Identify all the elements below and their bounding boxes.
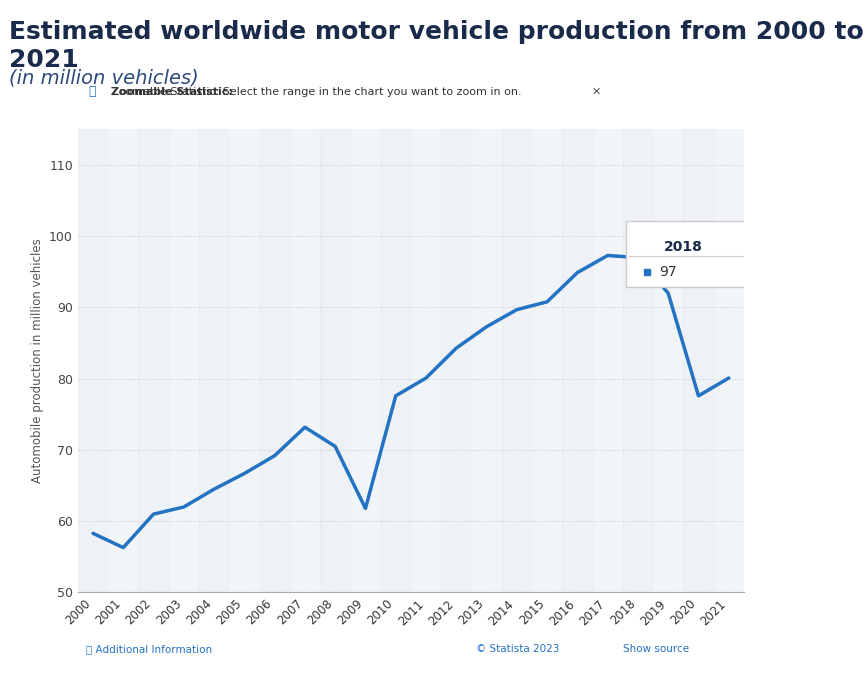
Text: ⤢: ⤢	[89, 85, 96, 99]
Bar	[562, 129, 593, 592]
Text: 2018: 2018	[664, 240, 702, 254]
Bar	[320, 129, 350, 592]
Bar	[290, 129, 320, 592]
Bar	[441, 129, 471, 592]
Text: Zoomable Statistic:: Zoomable Statistic:	[111, 87, 233, 97]
Bar	[138, 129, 169, 592]
Bar	[532, 129, 562, 592]
Bar	[683, 129, 714, 592]
Bar	[229, 129, 260, 592]
Bar	[411, 129, 441, 592]
Text: (in million vehicles): (in million vehicles)	[9, 68, 198, 87]
Text: Zoomable Statistic: Select the range in the chart you want to zoom in on.: Zoomable Statistic: Select the range in …	[111, 87, 522, 97]
Bar	[381, 129, 411, 592]
Bar	[108, 129, 138, 592]
Bar	[260, 129, 290, 592]
Bar	[350, 129, 381, 592]
FancyBboxPatch shape	[626, 221, 747, 287]
Text: Estimated worldwide motor vehicle production from 2000 to 2021: Estimated worldwide motor vehicle produc…	[9, 20, 863, 72]
Text: 🛈 Additional Information: 🛈 Additional Information	[86, 644, 213, 654]
Bar	[593, 129, 623, 592]
Bar	[199, 129, 229, 592]
Bar	[502, 129, 532, 592]
Bar	[471, 129, 502, 592]
Bar	[169, 129, 199, 592]
Bar	[653, 129, 683, 592]
Text: 97: 97	[659, 265, 676, 279]
Text: © Statista 2023: © Statista 2023	[476, 644, 559, 654]
Text: ✕: ✕	[592, 87, 601, 97]
Text: Show source: Show source	[623, 644, 689, 654]
Bar	[78, 129, 108, 592]
Y-axis label: Automobile production in million vehicles: Automobile production in million vehicle…	[30, 238, 43, 484]
Bar	[623, 129, 653, 592]
Bar	[714, 129, 744, 592]
